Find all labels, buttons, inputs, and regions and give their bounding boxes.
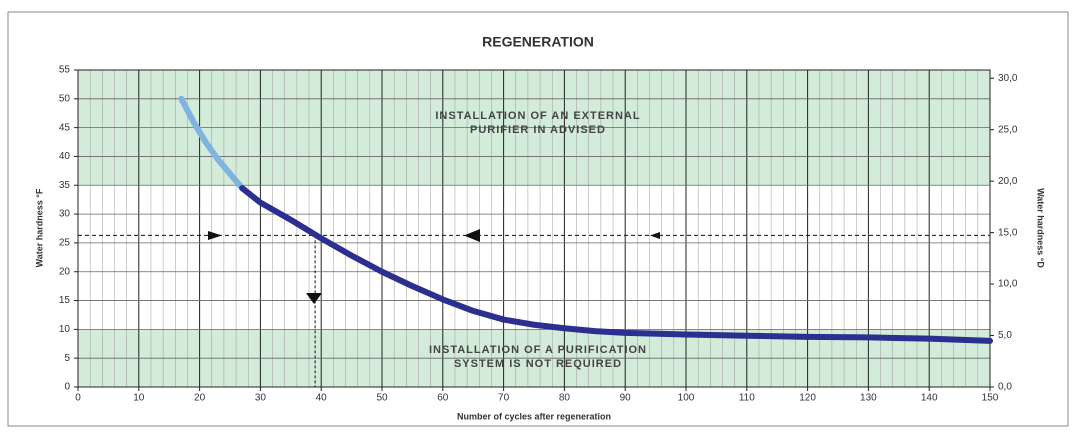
- y-tick-label: 10: [59, 324, 71, 335]
- x-tick-label: 140: [921, 393, 938, 404]
- chart-title: REGENERATION: [482, 34, 594, 50]
- y-tick-label: 50: [59, 93, 71, 104]
- arrow: [306, 293, 322, 304]
- series-line: [239, 185, 993, 344]
- y-tick-label: 30: [59, 209, 71, 220]
- annotation: SYSTEM IS NOT REQUIRED: [454, 358, 622, 370]
- y2-tick-label: 15,0: [998, 227, 1018, 238]
- x-tick-label: 30: [255, 393, 267, 404]
- y-tick-label: 15: [59, 295, 71, 306]
- x-tick-label: 10: [133, 393, 145, 404]
- y-tick-label: 20: [59, 266, 71, 277]
- annotation: INSTALLATION OF AN EXTERNAL: [435, 110, 640, 122]
- x-tick-label: 100: [678, 393, 695, 404]
- x-tick-label: 110: [739, 393, 755, 404]
- y2-tick-label: 0,0: [998, 382, 1012, 393]
- plot-border: [77, 69, 991, 388]
- y-tick-label: 35: [59, 180, 71, 191]
- y2-axis-title: Water hardness °D: [1036, 188, 1046, 268]
- x-axis-title: Number of cycles after regeneration: [457, 411, 611, 421]
- x-tick-label: 120: [799, 393, 816, 404]
- y-tick-label: 45: [59, 122, 71, 133]
- annotation: PURIFIER IN ADVISED: [470, 124, 606, 136]
- y2-tick-label: 25,0: [998, 124, 1018, 135]
- arrows: [208, 229, 660, 304]
- x-tick-label: 90: [620, 393, 632, 404]
- x-tick-label: 60: [437, 393, 449, 404]
- x-tick-label: 80: [559, 393, 571, 404]
- y-tick-label: 55: [59, 65, 71, 76]
- y2-tick-label: 30,0: [998, 73, 1018, 84]
- arrow: [650, 232, 660, 239]
- annotation: INSTALLATION OF A PURIFICATION: [429, 344, 647, 356]
- arrow: [208, 231, 222, 240]
- y-tick-label: 25: [59, 238, 71, 249]
- y-tick-label: 40: [59, 151, 71, 162]
- x-tick-label: 130: [860, 393, 877, 404]
- y2-tick-label: 5,0: [998, 330, 1012, 341]
- x-tick-label: 50: [376, 393, 388, 404]
- arrow: [464, 229, 480, 242]
- x-tick-label: 150: [982, 393, 999, 404]
- y2-tick-label: 20,0: [998, 176, 1018, 187]
- y-tick-label: 5: [64, 353, 70, 364]
- y-tick-label: 0: [64, 382, 70, 393]
- series-line: [178, 95, 246, 192]
- y-axis-title: Water hardness °F: [34, 188, 44, 267]
- y2-tick-label: 10,0: [998, 279, 1018, 290]
- x-tick-label: 20: [194, 393, 206, 404]
- x-tick-label: 40: [316, 393, 328, 404]
- x-tick-label: 70: [498, 393, 510, 404]
- x-tick-label: 0: [75, 393, 81, 404]
